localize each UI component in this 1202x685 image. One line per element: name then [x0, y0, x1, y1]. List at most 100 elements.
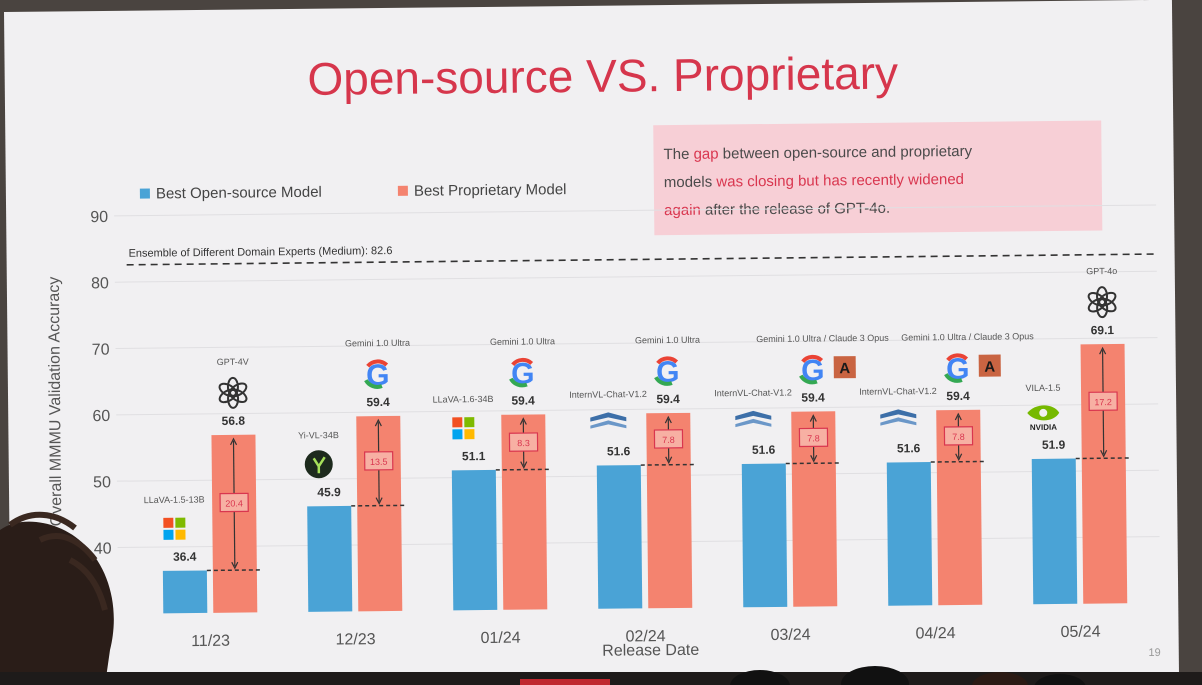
value-label-proprietary: 59.4: [511, 393, 535, 407]
gap-arrow-head: [1099, 346, 1107, 355]
gap-arrow-head: [375, 497, 383, 505]
value-label-open-source: 36.4: [173, 550, 197, 564]
microsoft-logo-icon: [163, 517, 186, 540]
gap-box: [943, 426, 974, 446]
x-tick-label: 12/23: [335, 631, 375, 648]
model-name-open-source: VILA-1.5: [1025, 383, 1060, 393]
slide-title: Open-source VS. Proprietary: [307, 47, 898, 105]
model-name-proprietary: Gemini 1.0 Ultra: [345, 338, 410, 349]
shanghai-ai-lab-logo-icon: [735, 410, 772, 428]
google-logo-icon: G: [509, 357, 535, 391]
gap-baseline: [785, 462, 840, 465]
gap-box: [219, 492, 249, 513]
model-name-proprietary: Gemini 1.0 Ultra: [635, 335, 700, 346]
y-tick-label: 90: [90, 209, 108, 226]
gap-label: 7.8: [662, 435, 675, 445]
legend-label: Best Proprietary Model: [414, 181, 567, 200]
google-logo-icon: G: [654, 356, 680, 389]
model-name-proprietary: Gemini 1.0 Ultra / Claude 3 Opus: [756, 333, 889, 344]
bar-proprietary: [646, 412, 693, 609]
bar-open-source: [451, 469, 498, 611]
gap-label: 20.4: [225, 498, 243, 508]
gap-baseline: [1075, 457, 1130, 460]
gap-box: [798, 427, 829, 448]
yi-logo-icon: [304, 450, 333, 479]
bar-open-source: [596, 465, 643, 609]
gap-arrow-head: [1100, 449, 1108, 458]
x-axis-label: Release Date: [602, 642, 699, 660]
bar-proprietary: [791, 411, 838, 607]
shanghai-ai-lab-logo-icon: [880, 409, 917, 426]
gap-arrow-head: [664, 415, 672, 424]
callout-segment: gap: [693, 146, 718, 163]
gap-arrow-head: [810, 454, 818, 463]
model-name-open-source: InternVL-Chat-V1.2: [569, 389, 647, 400]
legend: Best Open-source Model Best Proprietary M…: [139, 181, 567, 202]
gap-box: [653, 429, 684, 449]
grid-line: [114, 270, 1157, 283]
callout-segment: The: [663, 146, 693, 163]
value-label-open-source: 51.9: [1042, 438, 1066, 452]
model-name-open-source: InternVL-Chat-V1.2: [714, 387, 792, 398]
x-tick-label: 04/24: [915, 625, 955, 642]
page-number: 19: [1148, 647, 1160, 659]
gap-box: [1088, 391, 1118, 411]
model-name-proprietary: Gemini 1.0 Ultra: [490, 336, 555, 347]
y-tick-label: 40: [94, 541, 112, 558]
google-logo-icon: G: [944, 353, 970, 386]
google-logo-icon: G: [799, 354, 825, 388]
reference-line: [126, 253, 1157, 266]
value-label-proprietary: 56.8: [222, 414, 246, 428]
gap-baseline: [351, 504, 406, 507]
y-axis: 40 50 60 70 80 90: [90, 209, 112, 558]
value-label-open-source: 51.1: [462, 449, 486, 463]
gap-arrow-head: [665, 456, 673, 465]
x-tick-label: 02/24: [625, 628, 665, 645]
callout-segment: models: [664, 174, 717, 192]
bar-proprietary: [356, 415, 403, 612]
value-label-open-source: 45.9: [317, 485, 341, 499]
gap-label: 7.8: [807, 433, 820, 443]
bar-proprietary: [501, 414, 548, 610]
shanghai-ai-lab-logo-icon: [590, 412, 627, 429]
gap-baseline: [930, 460, 985, 463]
reference-line-label: Ensemble of Different Domain Experts (Me…: [128, 245, 392, 260]
bar-open-source: [307, 505, 353, 612]
bar-open-source: [1031, 458, 1078, 605]
y-tick-label: 80: [91, 275, 109, 292]
audience-head-dark: [1034, 674, 1086, 685]
value-label-proprietary: 59.4: [946, 389, 970, 403]
gap-arrow-head: [519, 417, 527, 425]
chart-canvas: Open-source VS. Proprietary The gap betw…: [46, 47, 1161, 660]
bar-open-source: [162, 570, 208, 614]
bars: 20.4 36.4 56.8 LLaVA-1.5-13B GPT-4V 13.5 45.9 5…: [144, 266, 1130, 614]
gap-label: 8.3: [517, 438, 530, 448]
gap-baseline: [640, 463, 695, 466]
openai-logo-icon: [1087, 286, 1117, 319]
model-name-open-source: Yi-VL-34B: [298, 430, 339, 440]
gap-arrow-head: [374, 418, 382, 427]
gap-box: [364, 451, 394, 471]
value-label-open-source: 51.6: [897, 441, 921, 455]
x-axis: 11/23 12/23 01/24 02/24 03/24 04/24 05/24: [191, 624, 1101, 651]
gap-baseline: [206, 569, 261, 572]
y-tick-label: 50: [93, 474, 111, 491]
grid-line: [116, 403, 1159, 416]
callout-text: The gap between open-source and propriet…: [663, 143, 973, 219]
bar-open-source: [741, 463, 788, 608]
bar-proprietary: [936, 409, 983, 606]
x-tick-label: 11/23: [191, 633, 230, 650]
presentation-slide: Open-source VS. Proprietary The gap betw…: [4, 0, 1179, 685]
gap-label: 13.5: [370, 457, 388, 467]
microsoft-logo-icon: [452, 417, 475, 440]
value-label-proprietary: 59.4: [801, 390, 825, 404]
model-name-open-source: InternVL-Chat-V1.2: [859, 386, 937, 397]
svg-text:NVIDIA: NVIDIA: [1030, 423, 1057, 432]
model-name-proprietary: GPT-4o: [1086, 266, 1117, 276]
value-label-open-source: 51.6: [752, 443, 776, 457]
model-name-proprietary: Gemini 1.0 Ultra / Claude 3 Opus: [901, 331, 1034, 342]
gap-arrow-head: [954, 412, 962, 421]
nvidia-logo-icon: NVIDIA: [1027, 405, 1060, 432]
value-label-proprietary: 59.4: [366, 395, 390, 409]
